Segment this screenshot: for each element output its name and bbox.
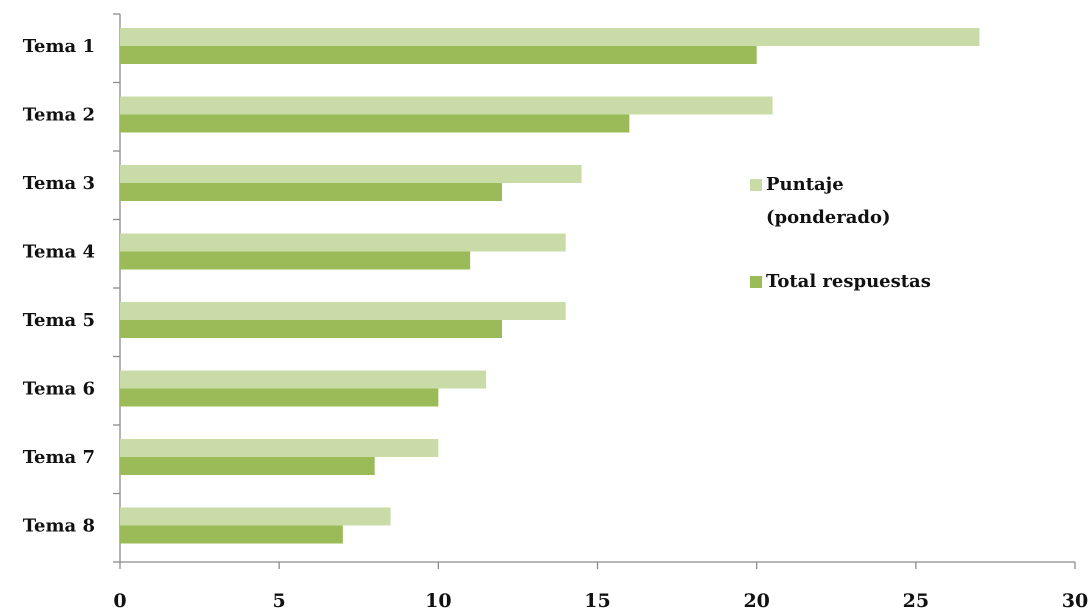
bar-puntaje-ponderado — [120, 28, 980, 46]
bar-total-respuestas — [120, 320, 502, 338]
bar-puntaje-ponderado — [120, 165, 582, 183]
bar-puntaje-ponderado — [120, 96, 773, 115]
category-label: Tema 7 — [23, 447, 95, 468]
bar-puntaje-ponderado — [120, 507, 391, 526]
bar-puntaje-ponderado — [120, 233, 566, 252]
legend-label: Puntaje — [766, 174, 844, 195]
category-label: Tema 1 — [23, 36, 95, 57]
bar-puntaje-ponderado — [120, 302, 566, 320]
bar-total-respuestas — [120, 525, 343, 544]
bar-total-respuestas — [120, 46, 757, 64]
x-tick-label: 20 — [743, 590, 769, 612]
x-tick-label: 10 — [425, 590, 451, 612]
bars — [120, 28, 980, 544]
legend-swatch-puntaje — [750, 179, 762, 191]
bar-total-respuestas — [120, 183, 502, 201]
category-label: Tema 5 — [23, 310, 95, 331]
bar-total-respuestas — [120, 388, 439, 407]
category-label: Tema 8 — [23, 516, 95, 537]
labels: 0 5 10 15 20 25 30 Tema 1 Tema 2 Tema 3 Tema 4 Tema… — [23, 36, 1089, 612]
bar-total-respuestas — [120, 457, 375, 475]
legend-label: (ponderado) — [766, 207, 891, 228]
legend-swatch-total — [750, 276, 762, 288]
x-tick-label: 25 — [903, 590, 929, 612]
bar-puntaje-ponderado — [120, 439, 439, 457]
x-tick-label: 0 — [113, 590, 126, 612]
bar-total-respuestas — [120, 114, 630, 133]
bar-total-respuestas — [120, 251, 471, 270]
legend: Puntaje (ponderado) Total respuestas — [750, 174, 931, 292]
x-tick-label: 30 — [1062, 590, 1088, 612]
x-tick-label: 5 — [273, 590, 286, 612]
category-label: Tema 6 — [23, 379, 95, 400]
legend-label: Total respuestas — [766, 271, 931, 292]
bar-puntaje-ponderado — [120, 370, 487, 389]
x-tick-label: 15 — [584, 590, 610, 612]
category-label: Tema 4 — [23, 242, 95, 263]
category-label: Tema 2 — [23, 105, 95, 126]
category-label: Tema 3 — [23, 173, 95, 194]
